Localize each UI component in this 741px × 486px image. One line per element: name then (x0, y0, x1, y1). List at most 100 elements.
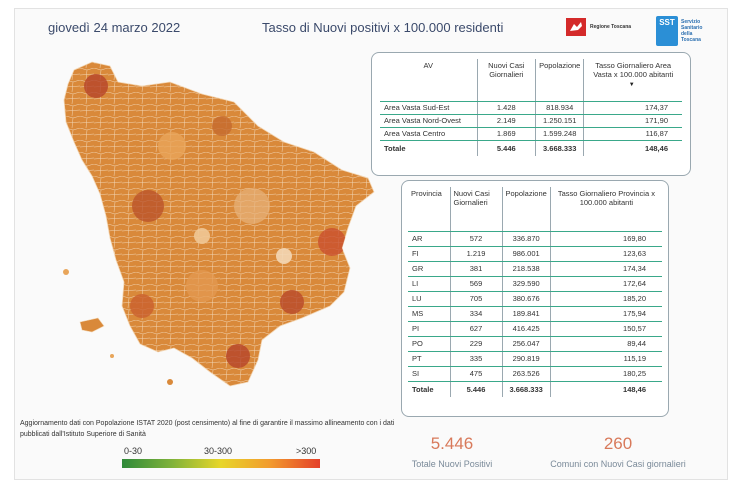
table-cell: 116,87 (583, 127, 682, 141)
table-cell: 172,64 (549, 276, 662, 292)
island-capraia (63, 269, 69, 275)
table-row: PO 229 256.047 89,44 (408, 336, 662, 352)
table-cell: Area Vasta Sud-Est (380, 101, 477, 115)
table-row: LU 705 380.676 185,20 (408, 291, 662, 307)
table-row: MS 334 189.841 175,94 (408, 306, 662, 322)
province-table: Provincia Nuovi Casi Giornalieri Popolaz… (408, 187, 662, 397)
table-cell: 263.526 (501, 366, 551, 382)
map-shading (84, 74, 346, 368)
table-cell: AR (408, 231, 450, 247)
table-cell: 174,34 (549, 261, 662, 277)
table-total-row: Totale 5.446 3.668.333 148,46 (408, 381, 662, 397)
table-cell: GR (408, 261, 450, 277)
table-cell: 329.590 (501, 276, 551, 292)
table-row: SI 475 263.526 180,25 (408, 366, 662, 382)
table-cell: Totale (384, 143, 406, 153)
table-cell: 416.425 (501, 321, 551, 337)
table-header-row: AV Nuovi Casi Giornalieri Popolazione Ta… (380, 59, 682, 102)
table-cell: 334 (449, 306, 502, 322)
table-cell: FI (408, 246, 450, 262)
table-cell: 174,37 (583, 101, 682, 115)
table-cell: 336.870 (501, 231, 551, 247)
table-row: PT 335 290.819 115,19 (408, 351, 662, 367)
legend-label-low: 0-30 (124, 446, 143, 456)
legend-label-mid: 30-300 (204, 446, 233, 456)
tuscany-outline (63, 61, 375, 387)
table-cell: MS (408, 306, 450, 322)
kpi-comuni-nuovi-casi: 260 Comuni con Nuovi Casi giornalieri (534, 434, 702, 469)
table-cell: 3.668.333 (535, 140, 584, 156)
area-vasta-card: AV Nuovi Casi Giornalieri Popolazione Ta… (371, 52, 691, 176)
tuscany-map (63, 61, 375, 387)
area-vasta-table: AV Nuovi Casi Giornalieri Popolazione Ta… (380, 59, 682, 156)
island-giglio (167, 379, 173, 385)
legend-gradient-bar (122, 459, 320, 468)
table-row: LI 569 329.590 172,64 (408, 276, 662, 292)
table-cell: 123,63 (549, 246, 662, 262)
table-row: AR 572 336.870 169,80 (408, 231, 662, 247)
kpi-totale-nuovi-positivi: 5.446 Totale Nuovi Positivi (392, 434, 512, 469)
table-cell: Area Vasta Nord-Ovest (380, 114, 477, 128)
sst-logo: SST Servizio Sanitario della Toscana (656, 16, 711, 46)
table-row: Area Vasta Centro 1.869 1.599.248 116,87 (380, 127, 682, 141)
column-header[interactable]: Nuovi Casi Giornalieri (476, 59, 536, 102)
table-row: FI 1.219 986.001 123,63 (408, 246, 662, 262)
table-cell: LU (408, 291, 450, 307)
table-cell: 185,20 (549, 291, 662, 307)
regione-toscana-label: Regione Toscana (590, 24, 632, 30)
table-cell: 89,44 (549, 336, 662, 352)
table-row: PI 627 416.425 150,57 (408, 321, 662, 337)
table-cell: 380.676 (501, 291, 551, 307)
pegasus-icon (566, 18, 586, 36)
sst-label: Servizio Sanitario della Toscana (681, 19, 703, 43)
column-header-label: Tasso Giornaliero Area Vasta x 100.000 a… (593, 61, 674, 79)
column-header[interactable]: Popolazione (535, 59, 584, 102)
table-cell: Totale (412, 384, 434, 394)
table-cell: 986.001 (501, 246, 551, 262)
table-cell: 381 (449, 261, 502, 277)
table-cell: 705 (449, 291, 502, 307)
table-cell: Area Vasta Centro (380, 127, 477, 141)
table-cell: PO (408, 336, 450, 352)
column-header[interactable]: Tasso Giornaliero Provincia x 100.000 ab… (549, 187, 662, 232)
kpi-caption: Comuni con Nuovi Casi giornalieri (550, 459, 686, 469)
table-cell: 218.538 (501, 261, 551, 277)
table-row: Area Vasta Sud-Est 1.428 818.934 174,37 (380, 101, 682, 115)
table-cell: 169,80 (549, 231, 662, 247)
table-cell: 1.869 (476, 127, 536, 141)
table-row: Area Vasta Nord-Ovest 2.149 1.250.151 17… (380, 114, 682, 128)
table-cell: 1.599.248 (535, 127, 584, 141)
table-cell: 175,94 (549, 306, 662, 322)
column-header-sorted[interactable]: Tasso Giornaliero Area Vasta x 100.000 a… (583, 59, 682, 102)
table-cell: 171,90 (583, 114, 682, 128)
table-cell: 148,46 (583, 140, 682, 156)
table-cell: 3.668.333 (501, 381, 551, 397)
data-update-footnote: Aggiornamento dati con Popolazione ISTAT… (20, 420, 395, 438)
table-cell: 290.819 (501, 351, 551, 367)
column-header[interactable]: Provincia (408, 187, 450, 232)
table-cell: 189.841 (501, 306, 551, 322)
column-header[interactable]: Popolazione (501, 187, 551, 232)
table-cell: 627 (449, 321, 502, 337)
regione-toscana-logo: Regione Toscana (566, 18, 631, 36)
table-cell: 335 (449, 351, 502, 367)
sst-mark-icon: SST (656, 16, 678, 46)
table-cell: 1.219 (449, 246, 502, 262)
page-title: Tasso di Nuovi positivi x 100.000 reside… (262, 20, 504, 35)
table-cell: 5.446 (476, 140, 536, 156)
table-cell: PT (408, 351, 450, 367)
column-header[interactable]: Nuovi Casi Giornalieri (449, 187, 502, 232)
kpi-value: 5.446 (430, 434, 474, 453)
table-total-row: Totale 5.446 3.668.333 148,46 (380, 140, 682, 156)
province-card: Provincia Nuovi Casi Giornalieri Popolaz… (401, 180, 669, 417)
kpi-caption: Totale Nuovi Positivi (411, 459, 493, 469)
table-header-row: Provincia Nuovi Casi Giornalieri Popolaz… (408, 187, 662, 232)
table-cell: 572 (449, 231, 502, 247)
sort-desc-icon[interactable]: ▼ (628, 82, 635, 88)
table-cell: 569 (449, 276, 502, 292)
column-header[interactable]: AV (380, 59, 477, 102)
island-pianosa (110, 354, 114, 358)
table-cell: 150,57 (549, 321, 662, 337)
table-cell: 818.934 (535, 101, 584, 115)
report-date: giovedì 24 marzo 2022 (48, 20, 181, 35)
